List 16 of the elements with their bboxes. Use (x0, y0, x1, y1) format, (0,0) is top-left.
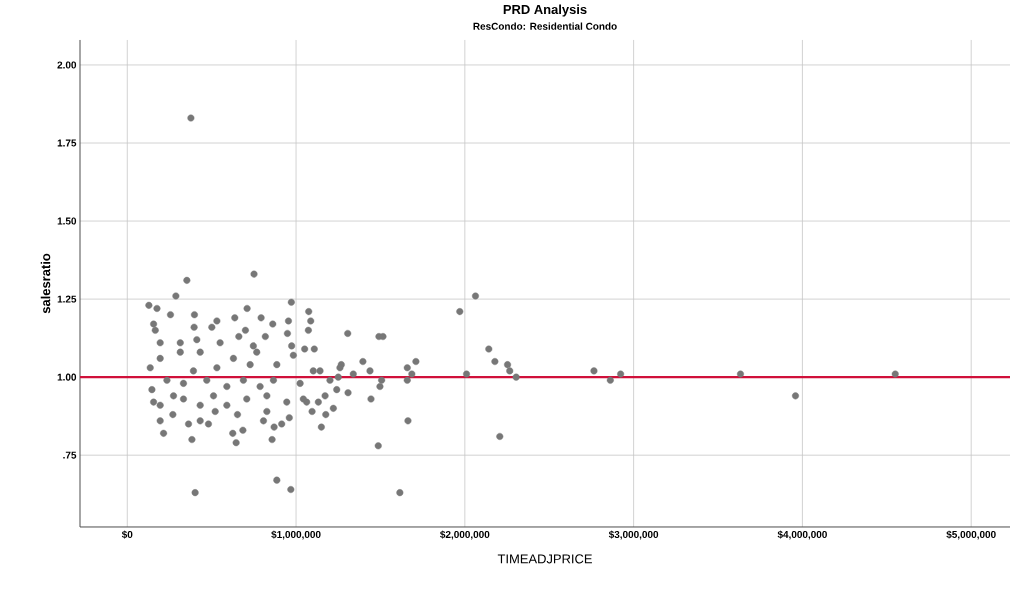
x-tick-label: $3,000,000 (608, 530, 659, 540)
y-tick-label: 2.00 (57, 61, 77, 69)
x-tick-label: $0 (121, 530, 133, 539)
x-axis-title: TIMEADJPRICE (497, 554, 592, 564)
chart-title: PRD Analysis (503, 4, 587, 17)
y-tick-label: 1.50 (57, 217, 77, 225)
x-tick-label: $5,000,000 (946, 530, 996, 540)
y-tick-label: 1.00 (57, 373, 77, 381)
x-tick-label: $1,000,000 (271, 530, 321, 540)
y-tick-label: 1.75 (57, 139, 77, 147)
y-tick-label: .75 (63, 451, 77, 459)
x-tick-label: $4,000,000 (777, 530, 827, 540)
y-axis-title: salesratio (40, 253, 51, 314)
y-tick-label: 1.25 (57, 295, 77, 303)
x-tick-label: $2,000,000 (440, 530, 490, 540)
chart-subtitle: ResCondo: Residential Condo (473, 22, 617, 30)
